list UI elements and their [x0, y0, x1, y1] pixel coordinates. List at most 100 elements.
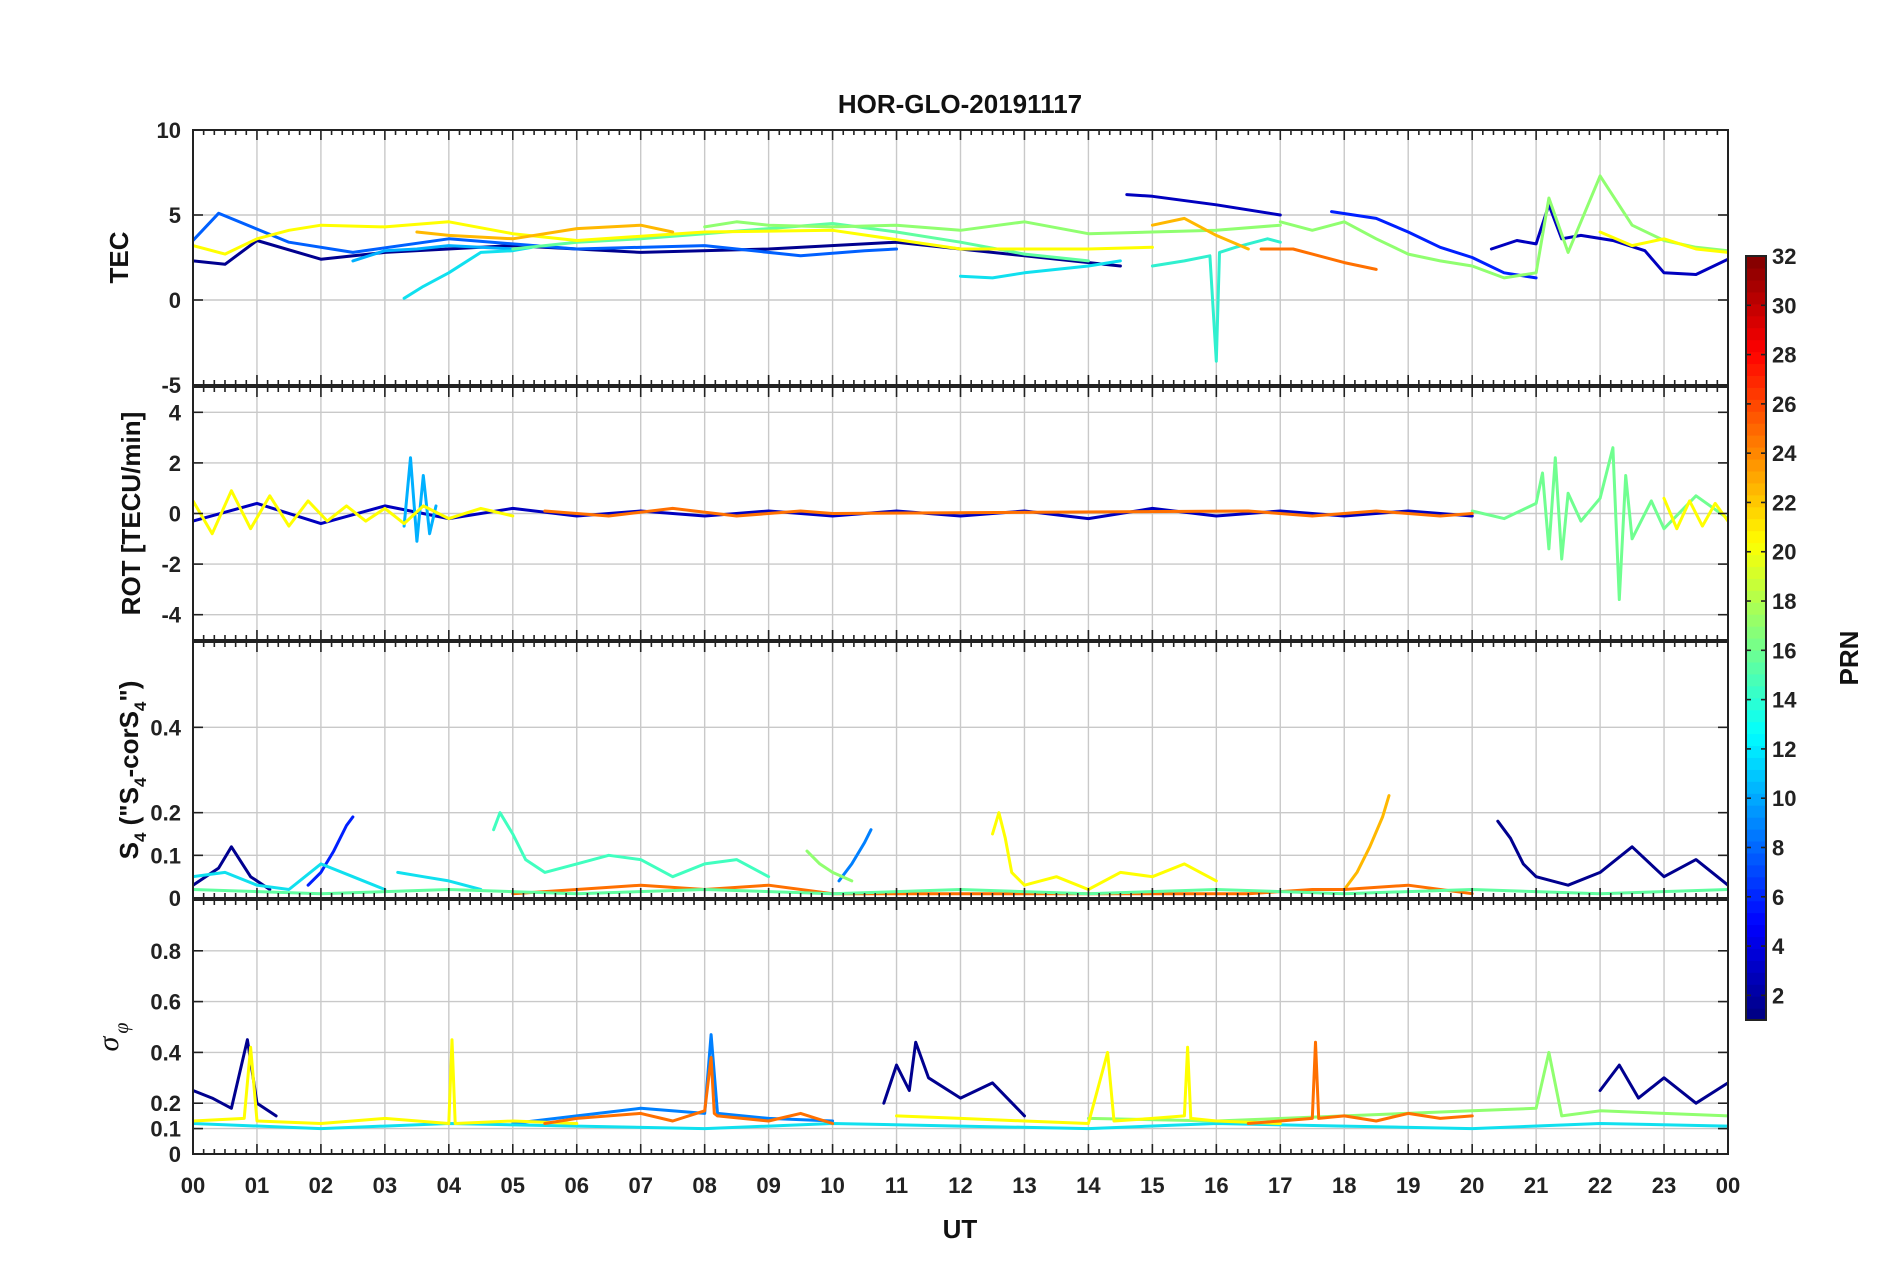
colorbar-segment [1746, 840, 1766, 854]
y-axis-label: TEC [104, 231, 134, 283]
colorbar-tick-label: 4 [1772, 934, 1785, 959]
colorbar-tick-label: 18 [1772, 589, 1796, 614]
x-tick-label: 13 [1012, 1173, 1036, 1198]
colorbar-segment [1746, 649, 1766, 663]
colorbar-segment [1746, 924, 1766, 938]
x-tick-label: 16 [1204, 1173, 1228, 1198]
y-axis-label-part: -corS [114, 711, 144, 777]
x-tick-label: 00 [1716, 1173, 1740, 1198]
x-tick-label: 15 [1140, 1173, 1164, 1198]
colorbar-segment [1746, 506, 1766, 520]
series-line-prn-22 [1342, 794, 1391, 891]
colorbar-segment [1746, 363, 1766, 376]
colorbar-tick-label: 14 [1772, 688, 1797, 713]
colorbar-segment [1746, 554, 1766, 567]
y-tick-label: 2 [169, 451, 181, 476]
series-line-prn-17 [805, 849, 854, 883]
y-axis-label-sub: 4 [131, 777, 150, 787]
colorbar-segment [1746, 470, 1766, 484]
colorbar-segment [1746, 685, 1766, 699]
y-tick-label: 0.4 [150, 715, 181, 740]
colorbar-segment [1746, 781, 1766, 794]
colorbar-segment [1746, 518, 1766, 532]
series-line-prn-2 [1496, 819, 1728, 887]
colorbar-segment [1746, 936, 1766, 949]
colorbar-tick-label: 24 [1772, 441, 1797, 466]
series-line-prn-2 [193, 1038, 278, 1118]
x-tick-label: 09 [756, 1173, 780, 1198]
colorbar-segment [1746, 829, 1766, 842]
series-line-prn-10 [351, 244, 515, 263]
colorbar-segment [1746, 327, 1766, 341]
y-tick-label: 0 [169, 502, 181, 527]
y-tick-label: 0.1 [150, 843, 181, 868]
x-tick-label: 20 [1460, 1173, 1484, 1198]
series-line-prn-16 [1470, 446, 1728, 601]
colorbar-segment [1746, 673, 1766, 687]
series-line-prn-24 [1259, 247, 1378, 271]
series-line-prn-20 [193, 220, 1154, 256]
colorbar-segment [1746, 984, 1766, 997]
y-tick-label: 0.4 [150, 1040, 181, 1065]
colorbar-segment [1746, 614, 1766, 627]
panel-frame [192, 129, 1729, 386]
x-tick-label: 07 [628, 1173, 652, 1198]
series-group [193, 446, 1728, 601]
series-line-prn-24 [543, 1056, 835, 1125]
x-tick-label: 23 [1652, 1173, 1676, 1198]
x-tick-label: 03 [373, 1173, 397, 1198]
colorbar-segment [1746, 315, 1766, 329]
colorbar-segment [1746, 256, 1766, 269]
colorbar-label: PRN [1834, 631, 1864, 686]
x-tick-label: 14 [1076, 1173, 1101, 1198]
y-tick-label: 0.6 [150, 990, 181, 1015]
panel-frame [192, 386, 1729, 641]
series-group [193, 174, 1728, 363]
colorbar-segment [1746, 339, 1766, 353]
colorbar-tick-label: 8 [1772, 835, 1784, 860]
panel-sigphi: 00.10.2 0.4 0.6 0.8 σφ [92, 899, 1729, 1167]
series-line-prn-13 [1150, 237, 1282, 363]
colorbar-segment [1746, 852, 1766, 866]
series-line-prn-2 [193, 239, 1122, 268]
colorbar-segment [1746, 709, 1766, 723]
y-axis-label-sub: 4 [131, 832, 150, 842]
series-line-prn-22 [415, 223, 675, 241]
colorbar-segment [1746, 972, 1766, 985]
y-axis-label-part: S [114, 842, 144, 859]
y-tick-label: 0.1 [150, 1117, 181, 1142]
colorbar-segment [1746, 960, 1766, 973]
colorbar-segment [1746, 458, 1766, 472]
x-tick-label: 08 [692, 1173, 716, 1198]
colorbar-segment [1746, 375, 1766, 388]
x-tick-label: 18 [1332, 1173, 1356, 1198]
colorbar-frame [1745, 255, 1767, 1021]
y-axis-label-part: ("S [114, 787, 144, 833]
panel-frame [192, 899, 1729, 1155]
colorbar-tick-label: 22 [1772, 490, 1796, 515]
colorbar-segment [1746, 1008, 1766, 1021]
colorbar-tick-label: 20 [1772, 540, 1796, 565]
panel-frame [192, 641, 1729, 899]
series-line-prn-20 [1598, 230, 1728, 254]
colorbar-segment [1746, 423, 1766, 436]
x-tick-label: 00 [181, 1173, 205, 1198]
panel-rot: -4 -2 0 2 4 ROT [TECU/min] [116, 386, 1729, 641]
colorbar-segment [1746, 900, 1766, 914]
colorbar-segment [1746, 757, 1766, 770]
y-axis-label-part: ") [114, 681, 144, 702]
series-line-prn-20 [895, 1045, 1282, 1125]
colorbar-tick-label: 10 [1772, 786, 1796, 811]
y-tick-label: 0 [169, 288, 181, 313]
colorbar-segment [1746, 996, 1766, 1009]
colorbar-segment [1746, 817, 1766, 830]
colorbar-segment [1746, 602, 1766, 615]
series-line-prn-12 [193, 862, 387, 891]
colorbar-segment [1746, 626, 1766, 639]
series-line-prn-7 [193, 211, 898, 258]
series-line-prn-20 [193, 1038, 579, 1125]
colorbar-segment [1746, 697, 1766, 711]
series-line-prn-20 [991, 811, 1218, 891]
